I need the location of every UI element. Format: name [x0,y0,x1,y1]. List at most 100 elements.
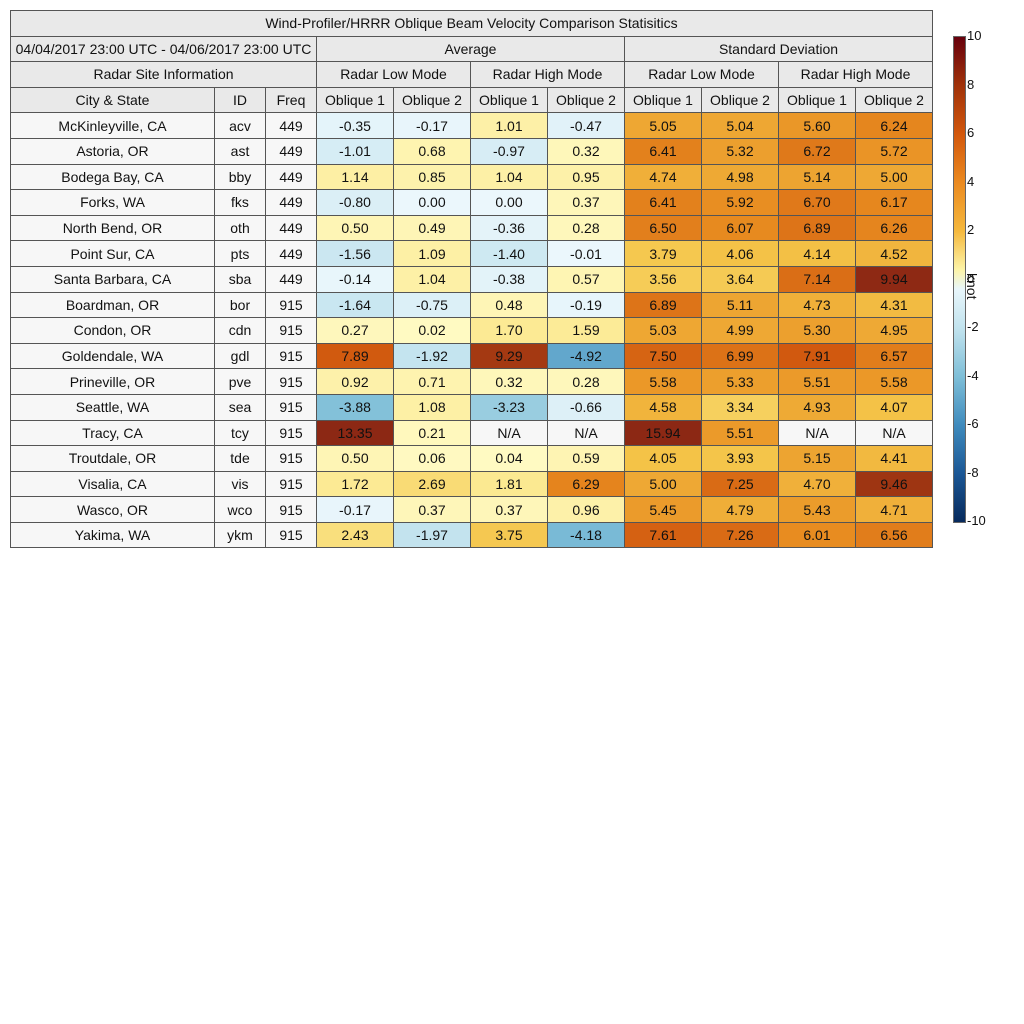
stddev-value-cell: 4.70 [778,470,856,498]
stddev-value-cell: 5.00 [624,470,702,498]
freq-cell: 915 [265,291,317,319]
average-value-cell: N/A [470,419,548,447]
average-value-cell: 1.72 [316,470,394,498]
average-value-cell: -4.92 [547,342,625,370]
freq-cell: 915 [265,419,317,447]
stddev-value-cell: 5.05 [624,112,702,139]
average-value-cell: -4.18 [547,521,625,549]
site-id-cell: oth [214,214,266,242]
average-value-cell: 0.37 [393,496,471,523]
stddev-value-cell: 7.14 [778,265,856,293]
id-column-header: ID [214,86,266,114]
freq-cell: 915 [265,445,317,472]
stddev-value-cell: 4.07 [855,393,933,421]
table-row: Point Sur, CA pts 449 -1.56 1.09 -1.40 -0.01 3.… [10,240,933,267]
avg-high-oblique2-header: Oblique 2 [547,86,625,114]
average-value-cell: -0.36 [470,214,548,242]
freq-cell: 915 [265,317,317,344]
stddev-value-cell: 5.43 [778,496,856,523]
city-cell: North Bend, OR [10,214,215,242]
average-value-cell: -0.66 [547,393,625,421]
stddev-value-cell: 5.00 [855,163,933,191]
std-high-oblique2-header: Oblique 2 [855,86,933,114]
site-id-cell: cdn [214,317,266,344]
average-value-cell: 1.08 [393,393,471,421]
average-value-cell: -0.47 [547,112,625,139]
std-low-mode-header: Radar Low Mode [624,61,779,88]
stddev-value-cell: 15.94 [624,419,702,447]
table-row: Condon, OR cdn 915 0.27 0.02 1.70 1.59 5.03 4.99… [10,317,933,344]
average-value-cell: 1.04 [470,163,548,191]
table-row: Wasco, OR wco 915 -0.17 0.37 0.37 0.96 5.45 4.79… [10,496,933,523]
table-row: North Bend, OR oth 449 0.50 0.49 -0.36 0.28 6.5… [10,214,933,242]
average-value-cell: -1.97 [393,521,471,549]
stddev-value-cell: N/A [855,419,933,447]
stddev-value-cell: 5.51 [778,368,856,395]
average-value-cell: 2.69 [393,470,471,498]
freq-cell: 449 [265,163,317,191]
average-value-cell: 13.35 [316,419,394,447]
stddev-value-cell: 4.31 [855,291,933,319]
average-value-cell: 1.09 [393,240,471,267]
stddev-value-cell: 6.72 [778,137,856,165]
site-id-cell: pve [214,368,266,395]
average-value-cell: 3.75 [470,521,548,549]
average-value-cell: 0.06 [393,445,471,472]
site-id-cell: tde [214,445,266,472]
freq-cell: 449 [265,214,317,242]
stddev-value-cell: 3.56 [624,265,702,293]
freq-cell: 915 [265,470,317,498]
stddev-value-cell: 4.73 [778,291,856,319]
table-row: Tracy, CA tcy 915 13.35 0.21 N/A N/A 15.94 5.51 N… [10,419,933,447]
average-value-cell: 0.71 [393,368,471,395]
freq-cell: 449 [265,137,317,165]
stddev-value-cell: 7.50 [624,342,702,370]
stddev-value-cell: 6.41 [624,189,702,216]
table-row: Yakima, WA ykm 915 2.43 -1.97 3.75 -4.18 7.61 7.… [10,521,933,549]
city-cell: Tracy, CA [10,419,215,447]
average-value-cell: 0.95 [547,163,625,191]
stddev-value-cell: 4.14 [778,240,856,267]
average-group-header: Average [316,35,625,63]
table-row: Boardman, OR bor 915 -1.64 -0.75 0.48 -0.19 6.8… [10,291,933,319]
stddev-value-cell: 3.79 [624,240,702,267]
avg-low-oblique2-header: Oblique 2 [393,86,471,114]
average-value-cell: 1.14 [316,163,394,191]
stddev-value-cell: 4.95 [855,317,933,344]
table-row: Troutdale, OR tde 915 0.50 0.06 0.04 0.59 4.05 3… [10,445,933,472]
table-row: Visalia, CA vis 915 1.72 2.69 1.81 6.29 5.00 7.2… [10,470,933,498]
stddev-value-cell: 4.93 [778,393,856,421]
stddev-value-cell: 5.14 [778,163,856,191]
table-row: Goldendale, WA gdl 915 7.89 -1.92 9.29 -4.92 7.… [10,342,933,370]
freq-cell: 915 [265,342,317,370]
stddev-value-cell: 4.71 [855,496,933,523]
stddev-group-header: Standard Deviation [624,35,933,63]
city-cell: Seattle, WA [10,393,215,421]
site-id-cell: bby [214,163,266,191]
stddev-value-cell: 9.46 [855,470,933,498]
average-value-cell: -0.14 [316,265,394,293]
comparison-table: Wind-Profiler/HRRR Oblique Beam Velocity… [10,10,933,549]
stddev-value-cell: 6.89 [624,291,702,319]
average-value-cell: 1.01 [470,112,548,139]
table-row: Bodega Bay, CA bby 449 1.14 0.85 1.04 0.95 4.74… [10,163,933,191]
average-value-cell: 0.04 [470,445,548,472]
freq-cell: 449 [265,112,317,139]
stddev-value-cell: 3.34 [701,393,779,421]
table-row: Santa Barbara, CA sba 449 -0.14 1.04 -0.38 0.5… [10,265,933,293]
std-low-oblique2-header: Oblique 2 [701,86,779,114]
colorbar-tick-label: -2 [967,319,979,334]
average-value-cell: -0.97 [470,137,548,165]
stddev-value-cell: 9.94 [855,265,933,293]
freq-cell: 915 [265,368,317,395]
colorbar-tick-label: 10 [967,28,982,43]
avg-low-mode-header: Radar Low Mode [316,61,471,88]
freq-cell: 449 [265,189,317,216]
stddev-value-cell: 4.05 [624,445,702,472]
average-value-cell: -0.35 [316,112,394,139]
site-id-cell: fks [214,189,266,216]
stddev-value-cell: 7.91 [778,342,856,370]
date-range: 04/04/2017 23:00 UTC - 04/06/2017 23:00 … [10,35,317,63]
stddev-value-cell: 5.03 [624,317,702,344]
average-value-cell: -1.64 [316,291,394,319]
